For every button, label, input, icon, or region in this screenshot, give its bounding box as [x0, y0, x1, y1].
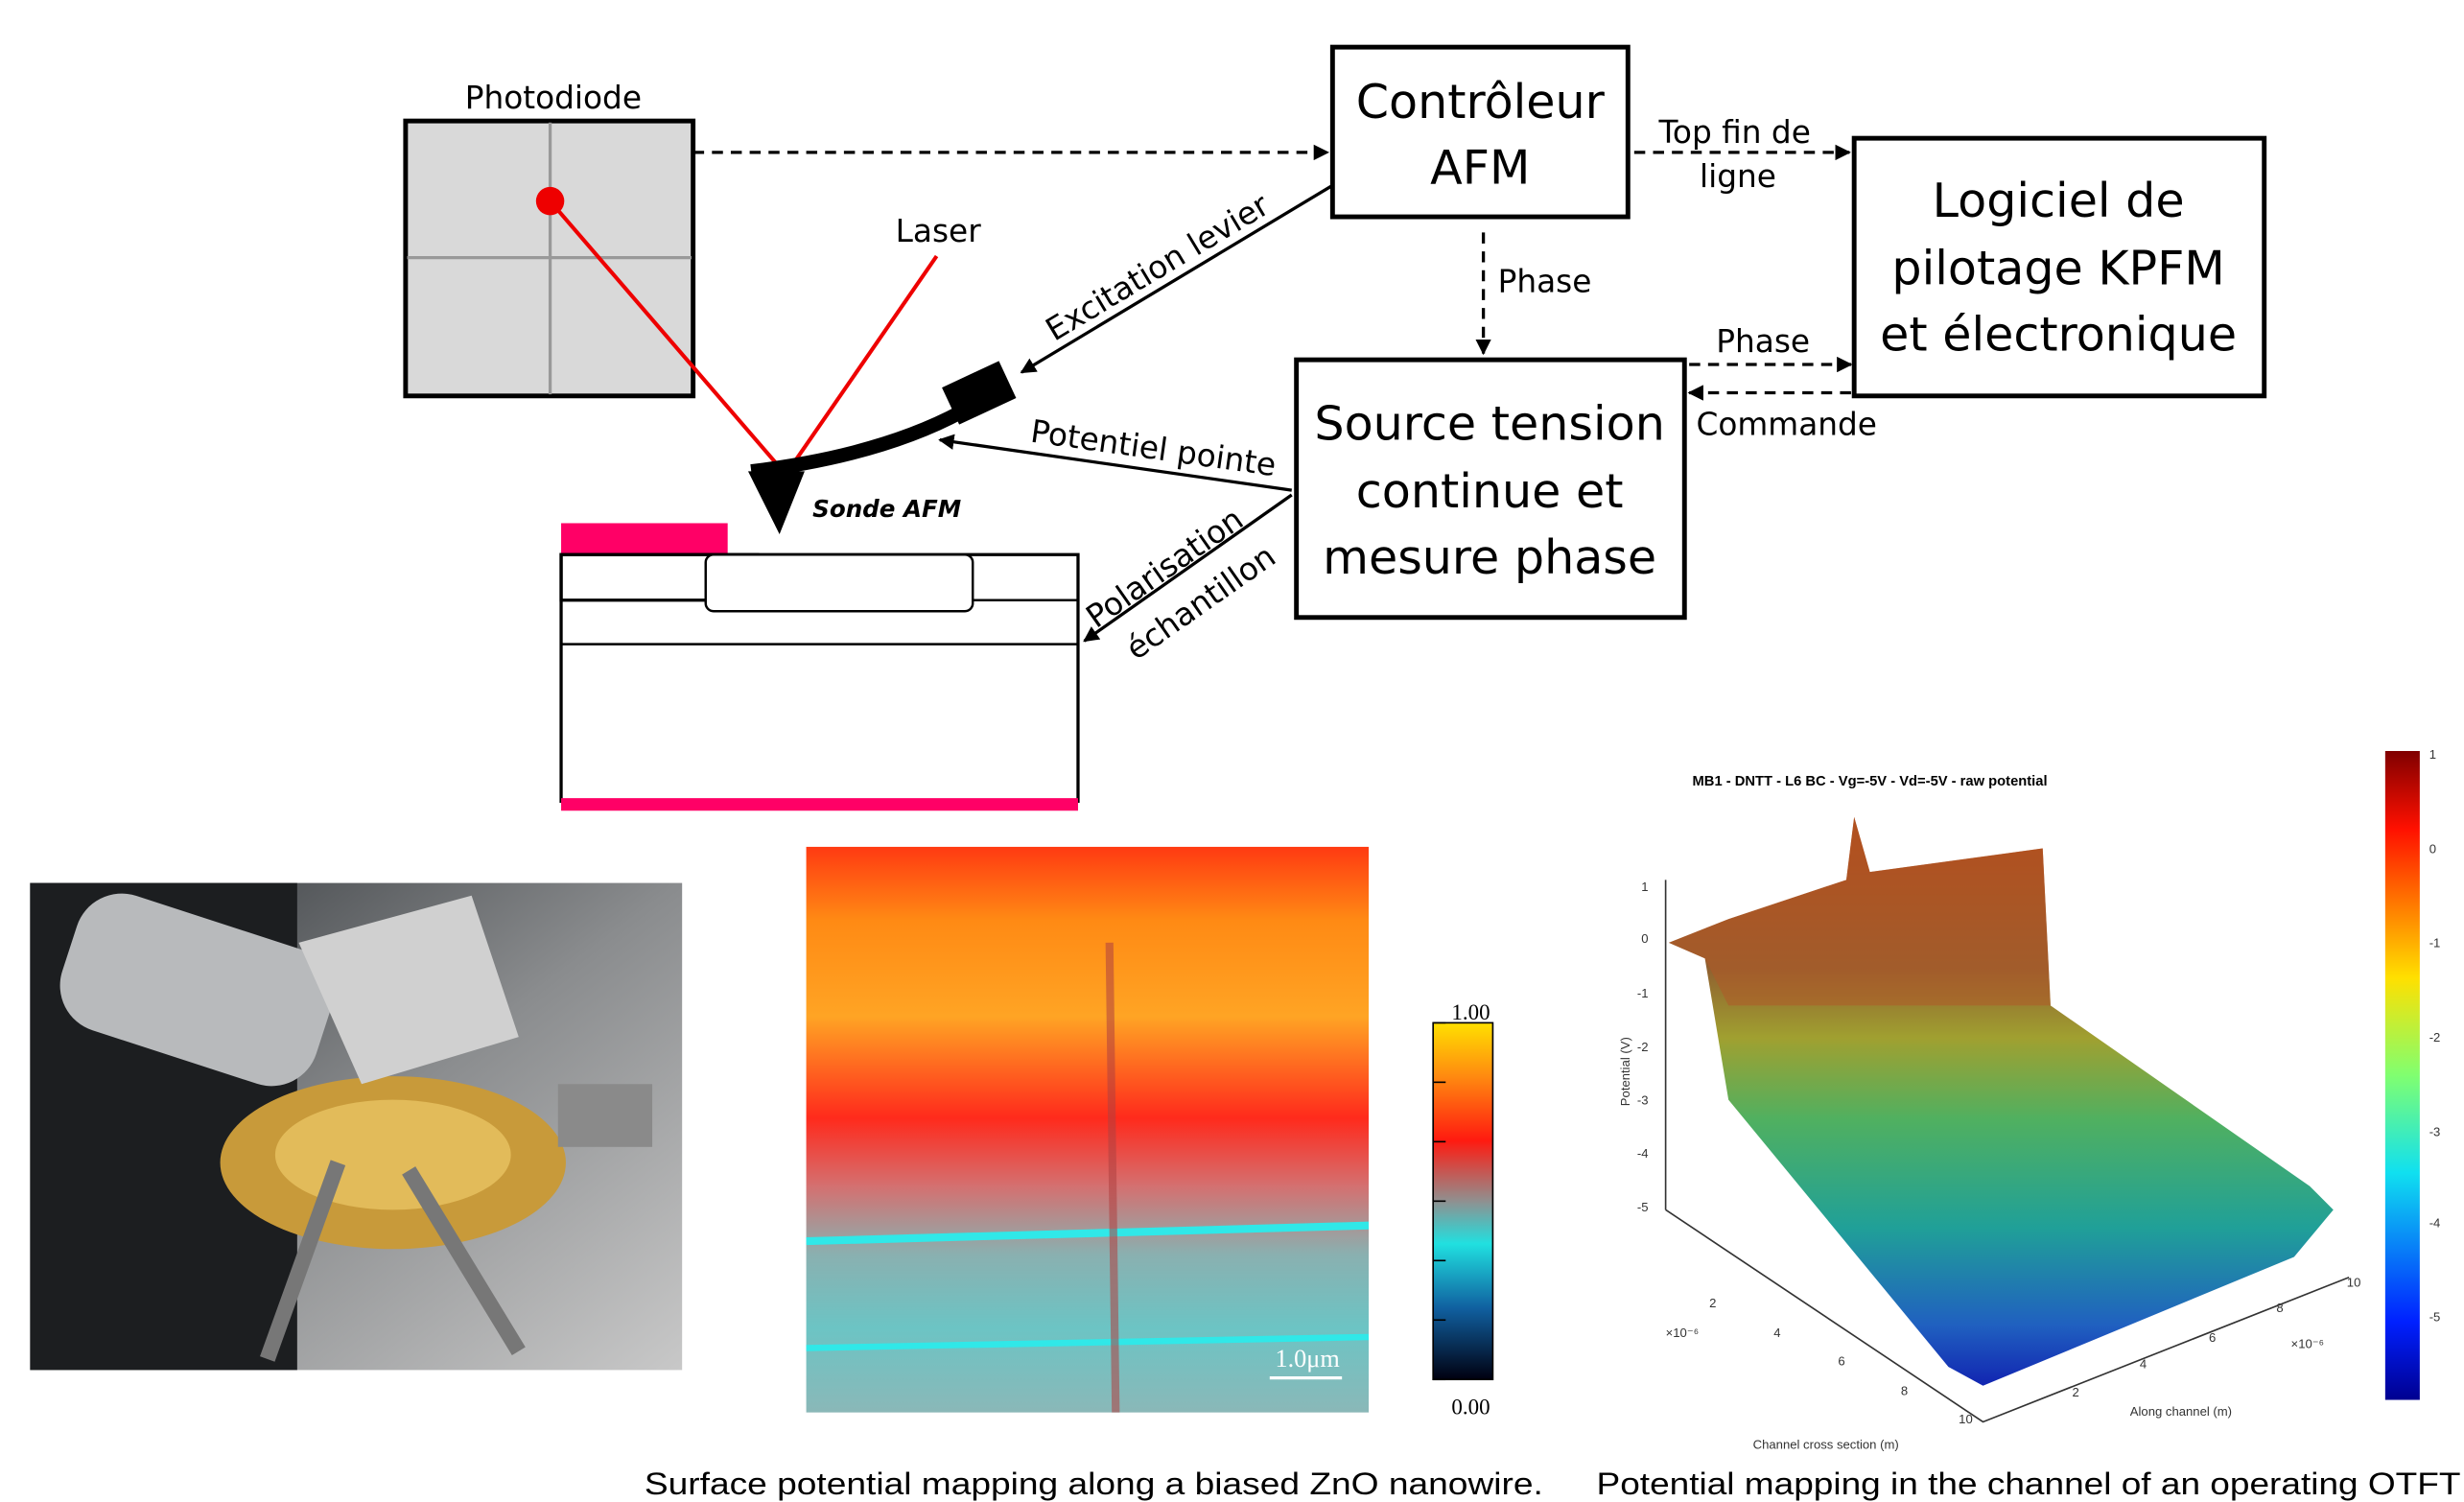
colorbar-tick-label: -4 — [2429, 1215, 2441, 1230]
cross-tick-label: 10 — [1959, 1412, 1973, 1426]
page: {"photodiode_label":"Photodiode","laser_… — [0, 0, 2464, 1502]
controller-label: Contrôleur — [1356, 74, 1606, 129]
cross-tick-label: 2 — [1709, 1296, 1716, 1310]
photo — [30, 881, 682, 1371]
colorbar-tick-label: -2 — [2429, 1030, 2441, 1044]
potential-tick-label: -4 — [1637, 1146, 1649, 1161]
link-label: Phase — [1716, 323, 1810, 360]
axis-exponent: ×10⁻⁶ — [1666, 1326, 1700, 1340]
caption: Potential mapping in the channel of an o… — [1597, 1466, 2461, 1501]
potential-tick-label: 1 — [1641, 880, 1648, 894]
scale-bar-label: 1.0μm — [1276, 1345, 1340, 1373]
along-tick-label: 2 — [2072, 1385, 2078, 1399]
laser-label: Laser — [896, 213, 982, 249]
photo-stage — [275, 1100, 511, 1210]
probe-label: Sonde AFM — [812, 495, 961, 523]
software-label: pilotage KPFM — [1891, 240, 2224, 295]
cantilever — [751, 411, 962, 471]
link-label: Phase — [1498, 264, 1592, 300]
link-label: Top fin de — [1657, 114, 1810, 151]
along-tick-label: 8 — [2276, 1301, 2283, 1315]
probe-tip — [748, 471, 805, 534]
controller-label: AFM — [1430, 140, 1530, 196]
photodiode-label: Photodiode — [465, 80, 642, 116]
colorbar-tick-label: -5 — [2429, 1310, 2441, 1325]
link-label: Potentiel pointe — [1028, 413, 1278, 483]
potential-tick-label: -5 — [1637, 1200, 1649, 1214]
electrode — [561, 523, 728, 554]
source-label: Source tension — [1314, 396, 1664, 452]
colorbar-label: 0.00 — [1451, 1395, 1490, 1419]
potential-map — [807, 847, 1369, 1413]
diagram: Photodiode Laser Contrôleur AFM Logiciel… — [0, 0, 2464, 1502]
software-label: et électronique — [1880, 306, 2237, 362]
link-label: Excitation levier — [1040, 186, 1276, 348]
colorbar-tick-label: 0 — [2429, 841, 2436, 856]
laser-spot — [536, 187, 564, 215]
cross-tick-label: 4 — [1773, 1326, 1780, 1340]
colorbar-label: 1.00 — [1451, 1000, 1490, 1024]
potential-tick-label: -2 — [1637, 1040, 1649, 1054]
axis-exponent: ×10⁻⁶ — [2291, 1336, 2325, 1350]
electrode — [561, 798, 1078, 810]
along-tick-label: 4 — [2140, 1357, 2147, 1372]
along-tick-label: 6 — [2209, 1330, 2216, 1345]
axis-label: Channel cross section (m) — [1753, 1437, 1899, 1451]
caption: Surface potential mapping along a biased… — [645, 1466, 1543, 1501]
axis-label: Along channel (m) — [2130, 1404, 2232, 1419]
potential-tick-label: -1 — [1637, 986, 1649, 1000]
laser-beam — [786, 256, 936, 475]
source-label: mesure phase — [1323, 529, 1656, 585]
cross-tick-label: 6 — [1838, 1353, 1844, 1368]
potential-surface — [1669, 817, 2051, 1006]
colorbar-tick-label: -3 — [2429, 1124, 2441, 1138]
source-label: continue et — [1356, 463, 1624, 519]
arrow — [1021, 185, 1332, 372]
axis-label: Potential (V) — [1618, 1037, 1632, 1106]
colorbar-tick-label: 1 — [2429, 747, 2436, 762]
cross-tick-label: 8 — [1901, 1384, 1908, 1398]
software-label: Logiciel de — [1933, 173, 2185, 228]
colorbar-tick-label: -1 — [2429, 936, 2441, 950]
colorbar — [2385, 751, 2420, 1400]
potential-tick-label: 0 — [1641, 931, 1648, 946]
sample-layer — [706, 554, 973, 611]
plot-title: MB1 - DNTT - L6 BC - Vg=-5V - Vd=-5V - r… — [1693, 774, 2048, 789]
along-tick-label: 10 — [2347, 1276, 2361, 1290]
potential-tick-label: -3 — [1637, 1093, 1649, 1108]
link-label: ligne — [1700, 158, 1776, 195]
link-label: Commande — [1696, 407, 1876, 443]
photo-arm — [558, 1084, 652, 1147]
